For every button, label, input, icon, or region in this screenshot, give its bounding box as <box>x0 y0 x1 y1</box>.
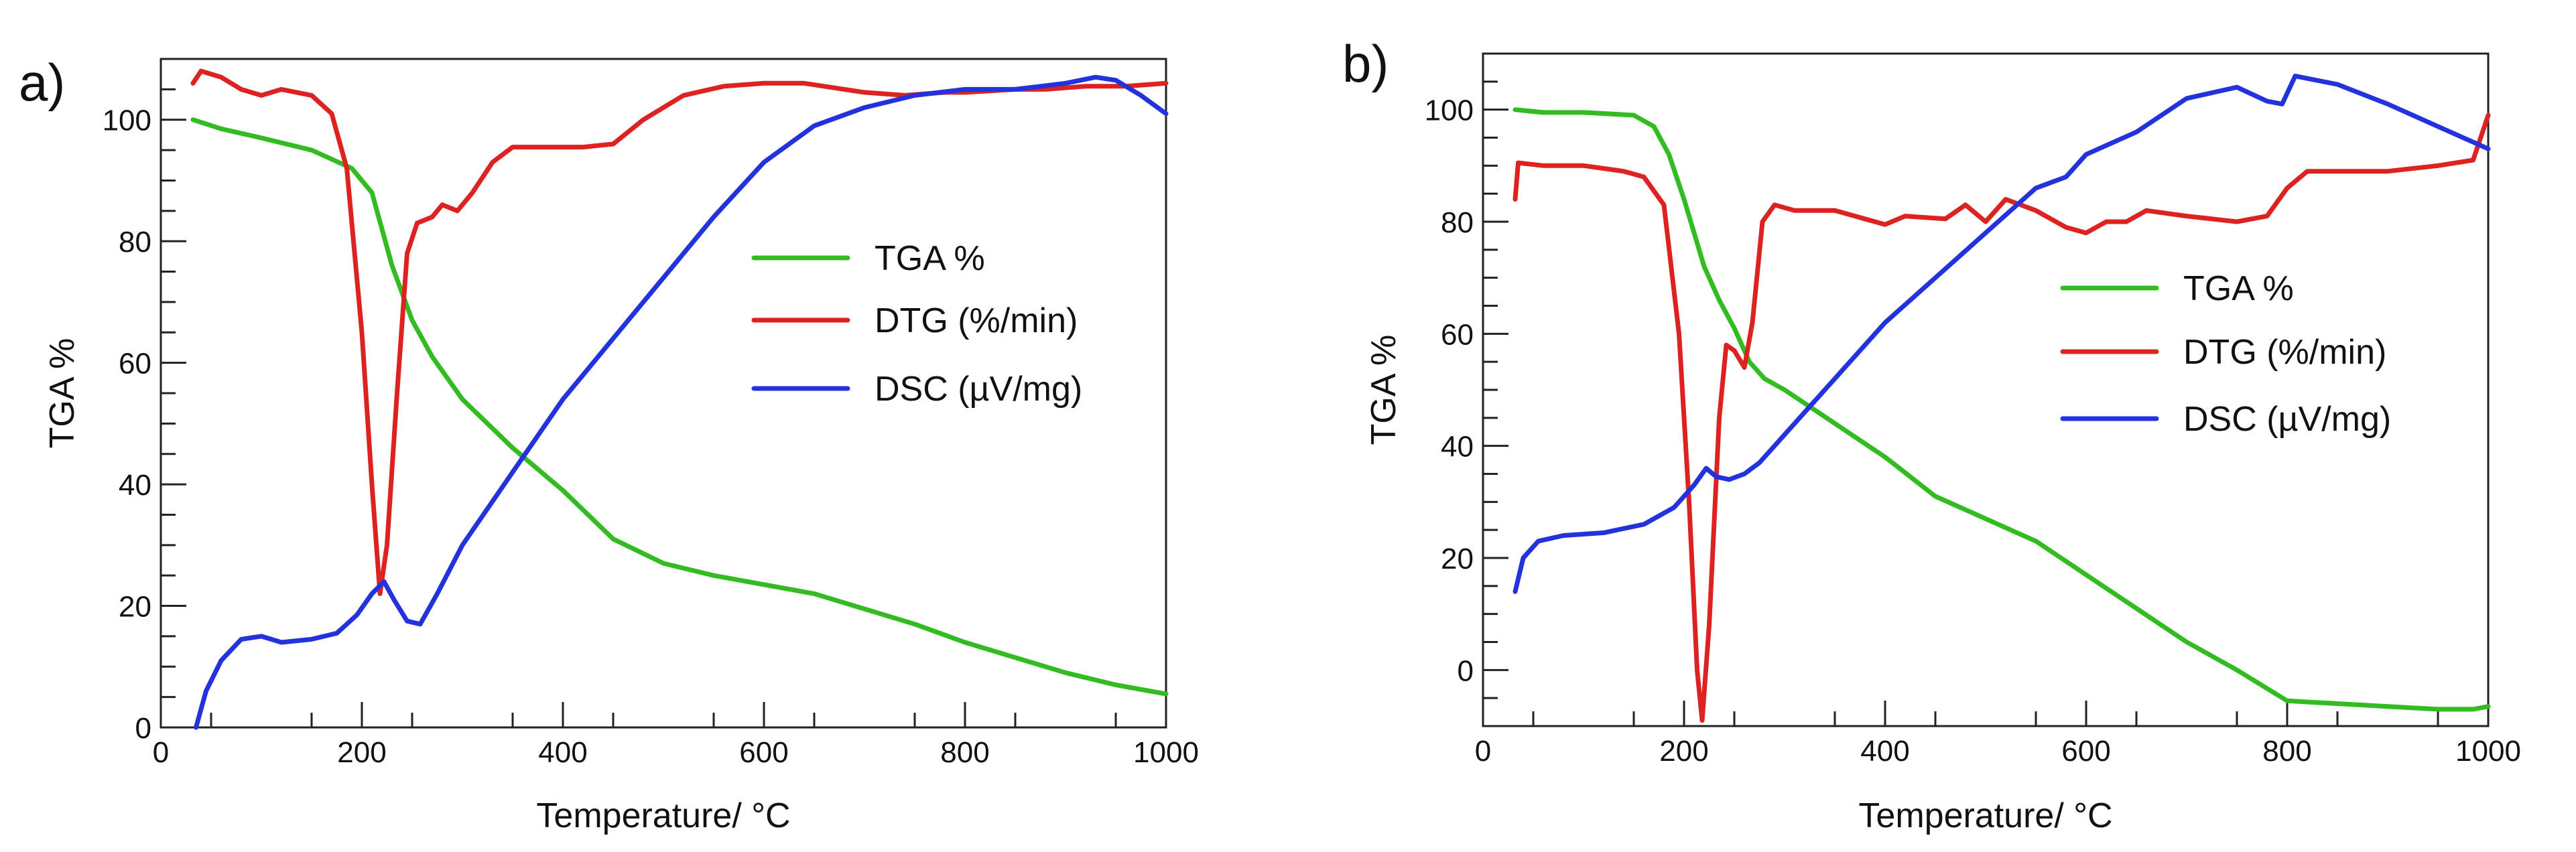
x-tick-label: 1000 <box>2455 735 2521 768</box>
x-axis-title: Temperature/ °C <box>1858 796 2112 835</box>
y-tick-label: 0 <box>1458 654 1474 687</box>
series-line-tga <box>1512 107 2491 712</box>
legend-label-tga: TGA % <box>875 239 985 278</box>
x-tick-label: 0 <box>153 736 169 769</box>
x-axis-title: Temperature/ °C <box>536 796 790 835</box>
x-tick-label: 400 <box>538 736 587 769</box>
legend: TGA % DTG (%/min) DSC (µV/mg) <box>2060 269 2391 439</box>
y-tick-label: 40 <box>1441 431 1474 464</box>
series-line-dtg <box>1512 113 2491 723</box>
y-tick-label: 20 <box>119 591 151 624</box>
chart-panel-b: b) 0 200 400 600 800 1000 0 20 40 60 80 100 Tempera… <box>1342 34 2521 835</box>
y-tick-label: 60 <box>1441 318 1474 351</box>
legend-label-dsc: DSC (µV/mg) <box>2183 400 2391 439</box>
x-tick-label: 600 <box>739 736 788 769</box>
y-tick-label: 20 <box>1441 543 1474 575</box>
x-tick-label: 400 <box>1860 735 1909 768</box>
chart-panel-a: a) 0 200 400 600 800 1000 0 20 40 60 80 100 Tempera… <box>19 53 1199 835</box>
y-tick-label: 100 <box>1425 94 1474 127</box>
y-tick-label: 60 <box>119 348 151 380</box>
y-tick-label: 0 <box>135 712 151 745</box>
x-tick-label: 1000 <box>1133 736 1199 769</box>
x-tick-label: 0 <box>1475 735 1491 768</box>
y-tick-label: 40 <box>119 469 151 502</box>
x-tick-label: 200 <box>337 736 386 769</box>
y-tick-label: 80 <box>1441 206 1474 239</box>
panel-label: b) <box>1342 34 1389 93</box>
panel-label: a) <box>19 53 65 112</box>
axis-ticks: 0 200 400 600 800 1000 0 20 40 60 80 100 <box>1425 52 2521 768</box>
y-axis-title: TGA % <box>1364 335 1403 445</box>
axis-ticks: 0 200 400 600 800 1000 0 20 40 60 80 100 <box>103 58 1199 769</box>
legend-label-dtg: DTG (%/min) <box>875 301 1078 340</box>
x-tick-label: 800 <box>940 736 989 769</box>
y-axis-title: TGA % <box>43 338 82 449</box>
x-tick-label: 200 <box>1659 735 1708 768</box>
series-line-dsc <box>194 74 1169 730</box>
series-layer <box>190 68 1169 730</box>
x-tick-label: 800 <box>2262 735 2311 768</box>
y-tick-label: 80 <box>119 226 151 259</box>
series-line-dsc <box>1512 74 2491 594</box>
series-layer <box>1512 74 2491 723</box>
legend-label-tga: TGA % <box>2183 269 2294 308</box>
x-tick-label: 600 <box>2061 735 2110 768</box>
legend: TGA % DTG (%/min) DSC (µV/mg) <box>751 239 1082 409</box>
legend-label-dsc: DSC (µV/mg) <box>875 370 1082 409</box>
legend-label-dtg: DTG (%/min) <box>2183 333 2386 372</box>
y-tick-label: 100 <box>103 104 151 137</box>
plot-frame <box>1482 52 2490 727</box>
